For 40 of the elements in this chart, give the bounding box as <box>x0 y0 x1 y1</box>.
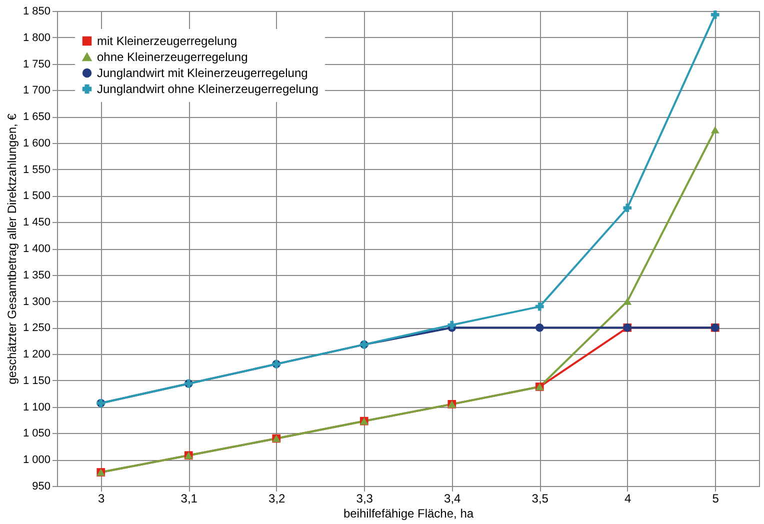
point <box>623 298 632 305</box>
x-tick-label: 3,1 <box>180 492 198 506</box>
y-tick-label: 1 800 <box>22 32 50 44</box>
point <box>448 320 456 330</box>
x-tick-label: 3,5 <box>532 492 549 506</box>
legend-label: Junglandwirt ohne Kleinerzeugerregelung <box>97 82 318 96</box>
y-tick-label: 950 <box>32 480 50 492</box>
y-tick-label: 1 650 <box>22 111 50 124</box>
x-tick-label: 3,3 <box>356 492 374 506</box>
x-tick-label: 5 <box>712 492 720 506</box>
y-tick-label: 1 000 <box>22 454 50 466</box>
x-tick-label: 3,4 <box>444 492 462 506</box>
y-tick-label: 1 200 <box>22 348 50 361</box>
y-tick-label: 1 400 <box>22 243 50 255</box>
y-tick-label: 1 850 <box>22 6 50 18</box>
x-tick-label: 3 <box>98 492 106 506</box>
legend-label: ohne Kleinerzeugerregelung <box>97 50 248 64</box>
y-tick-label: 1 300 <box>22 296 50 308</box>
y-tick-label: 1 550 <box>22 164 50 176</box>
point <box>535 302 544 311</box>
y-tick-label: 1 250 <box>22 322 50 334</box>
x-tick-label: 3,2 <box>268 492 286 506</box>
point <box>623 204 632 212</box>
x-tick-label: 4 <box>624 492 632 506</box>
legend-label: mit Kleinerzeugerregelung <box>97 34 238 48</box>
y-tick-label: 1 350 <box>22 269 50 282</box>
point <box>710 10 720 19</box>
x-axis-title: beihilfefähige Fläche, ha <box>343 506 474 520</box>
y-tick-label: 1 750 <box>22 58 50 70</box>
legend-label: Junglandwirt mit Kleinerzeugerregelung <box>97 66 308 80</box>
y-tick-label: 1 100 <box>22 401 50 414</box>
y-tick-label: 1 500 <box>22 190 50 202</box>
y-tick-label: 1 050 <box>22 428 50 440</box>
y-tick-label: 1 450 <box>22 216 50 229</box>
y-tick-label: 1 600 <box>22 137 50 150</box>
point <box>535 323 544 332</box>
point <box>710 126 720 134</box>
y-tick-label: 1 150 <box>22 374 50 387</box>
y-tick-label: 1 700 <box>22 84 50 97</box>
y-axis-title: geschätzter Gesamtbetrag aller Direktzahlungen, € <box>4 113 19 384</box>
